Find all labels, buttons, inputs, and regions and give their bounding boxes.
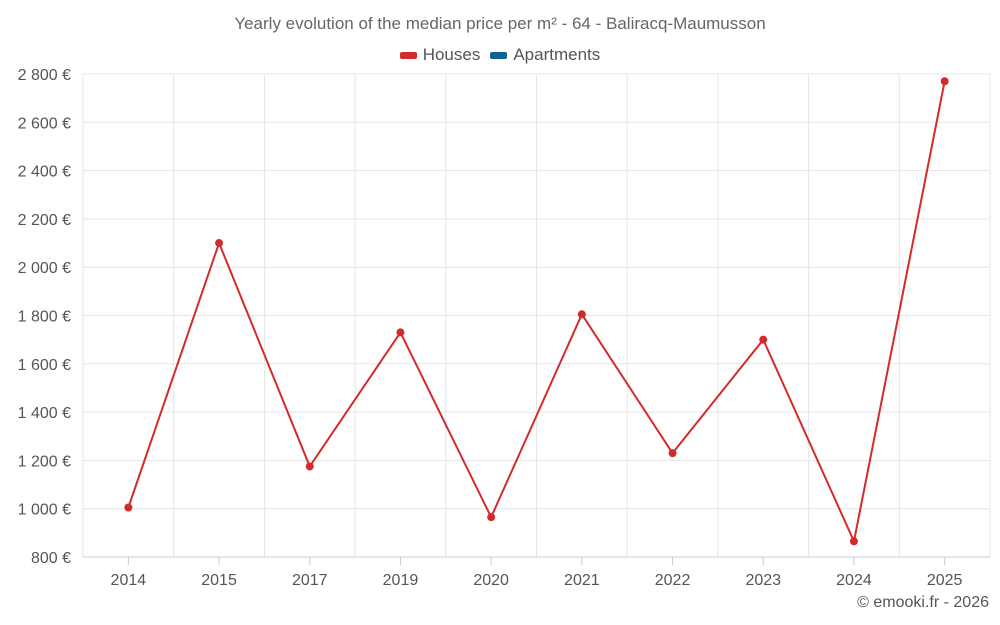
y-tick-label: 1 400 € (18, 405, 71, 422)
y-tick-label: 1 800 € (18, 309, 71, 326)
legend-label-houses: Houses (422, 45, 481, 64)
x-tick-label: 2023 (745, 572, 781, 589)
y-tick-label: 2 200 € (18, 212, 71, 229)
series-houses (124, 77, 949, 546)
y-tick-label: 2 600 € (18, 115, 71, 132)
y-tick-label: 2 000 € (18, 260, 71, 277)
data-point-2015 (215, 239, 224, 248)
x-tick-label: 2025 (927, 572, 963, 589)
series-line-houses (127, 81, 946, 543)
data-point-2019 (396, 328, 405, 337)
x-tick-label: 2020 (473, 572, 509, 589)
y-tick-label: 800 € (31, 550, 71, 567)
legend: Houses Apartments (0, 45, 1000, 65)
data-point-2021 (577, 310, 586, 319)
legend-swatch-apartments (490, 51, 508, 59)
data-point-2017 (305, 462, 314, 471)
y-tick-labels: 800 € 1 000 € 1 200 € 1 400 € 1 600 € 1 800 €… (18, 67, 71, 567)
legend-swatch-houses (399, 51, 417, 59)
data-point-2024 (849, 537, 858, 546)
y-tick-label: 2 400 € (18, 164, 71, 181)
legend-item-houses[interactable]: Houses (399, 45, 481, 65)
y-tick-label: 1 000 € (18, 502, 71, 519)
data-point-2014 (124, 503, 133, 512)
x-tick-label: 2022 (655, 572, 691, 589)
grid-lines (82, 73, 991, 557)
axes (83, 556, 990, 565)
x-tick-label: 2019 (383, 572, 419, 589)
legend-label-apartments: Apartments (513, 45, 601, 64)
data-point-2022 (668, 449, 677, 458)
x-tick-labels: 2014 2015 2017 2019 2020 2021 2022 2023 2024 2025 (111, 572, 963, 589)
chart-title: Yearly evolution of the median price per… (234, 14, 766, 33)
x-tick-label: 2015 (201, 572, 237, 589)
data-point-2020 (487, 513, 496, 522)
y-tick-label: 1 200 € (18, 453, 71, 470)
y-tick-label: 2 800 € (18, 67, 71, 84)
x-tick-label: 2021 (564, 572, 600, 589)
credit-text: © emooki.fr - 2026 (857, 594, 989, 611)
x-tick-label: 2024 (836, 572, 872, 589)
x-tick-label: 2017 (292, 572, 328, 589)
data-point-2023 (759, 335, 768, 344)
x-tick-label: 2014 (111, 572, 147, 589)
y-tick-label: 1 600 € (18, 357, 71, 374)
data-point-2025 (940, 77, 949, 86)
legend-item-apartments[interactable]: Apartments (490, 45, 600, 65)
